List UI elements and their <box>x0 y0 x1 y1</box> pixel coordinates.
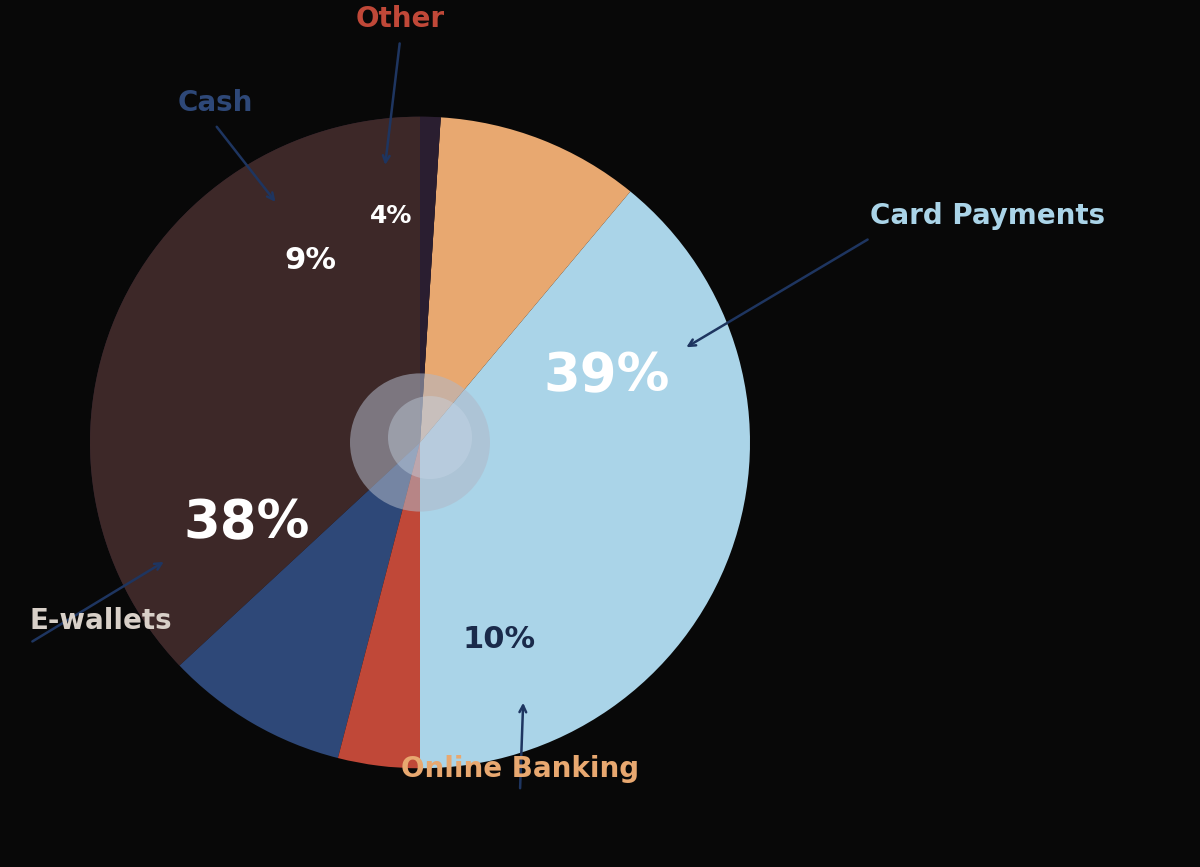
Text: 4%: 4% <box>370 205 413 228</box>
Wedge shape <box>180 442 420 758</box>
Text: 9%: 9% <box>284 245 337 275</box>
Text: Card Payments: Card Payments <box>870 202 1105 231</box>
Text: 10%: 10% <box>462 625 535 654</box>
Wedge shape <box>338 442 420 768</box>
Text: Cash: Cash <box>178 88 253 117</box>
Wedge shape <box>420 192 750 768</box>
Text: 39%: 39% <box>544 350 670 402</box>
Wedge shape <box>420 117 630 442</box>
Wedge shape <box>420 117 440 442</box>
Text: Other: Other <box>355 5 444 33</box>
Wedge shape <box>90 117 420 666</box>
Text: E-wallets: E-wallets <box>30 607 173 635</box>
Text: 38%: 38% <box>184 497 310 549</box>
Circle shape <box>350 374 490 512</box>
Wedge shape <box>90 117 440 666</box>
Circle shape <box>388 396 472 479</box>
Text: Online Banking: Online Banking <box>401 755 640 783</box>
